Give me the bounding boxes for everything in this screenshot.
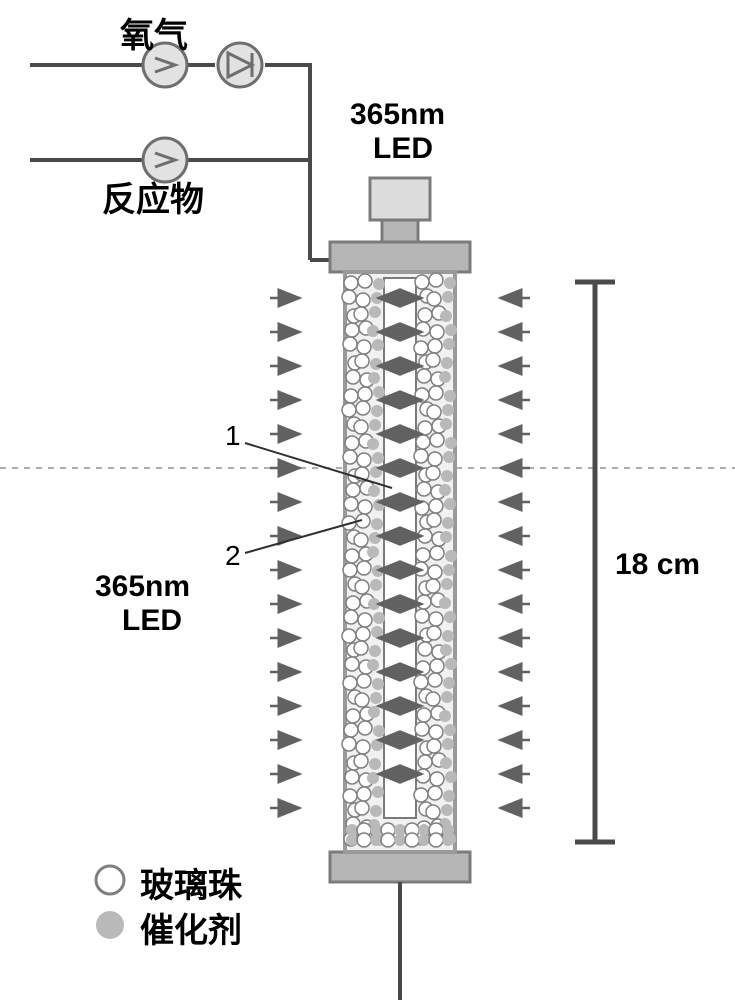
- reagent-label: 反应物: [102, 172, 204, 221]
- legend-catalyst-swatch: [96, 911, 124, 939]
- height-label: 18 cm: [615, 548, 700, 582]
- leader-2-label: 2: [225, 540, 241, 572]
- legend-bead-label: 玻璃珠: [140, 858, 242, 907]
- oxygen-label: 氧气: [120, 8, 188, 57]
- led-side-label-1: 365nm: [95, 570, 190, 604]
- check-valve: [218, 43, 262, 87]
- diagram-canvas: [0, 0, 735, 1000]
- height-bracket: [575, 282, 615, 842]
- led-top: [370, 178, 430, 242]
- inner-light-tube: [384, 278, 416, 818]
- leader-1-label: 1: [225, 420, 241, 452]
- reactor-cap-top: [330, 242, 470, 272]
- led-top-label-2: LED: [373, 132, 433, 166]
- led-top-label-1: 365nm: [350, 98, 445, 132]
- reactor-cap-bot: [330, 852, 470, 882]
- legend-bead-swatch: [96, 866, 124, 894]
- legend-catalyst-label: 催化剂: [140, 903, 242, 952]
- led-side-label-2: LED: [122, 604, 182, 638]
